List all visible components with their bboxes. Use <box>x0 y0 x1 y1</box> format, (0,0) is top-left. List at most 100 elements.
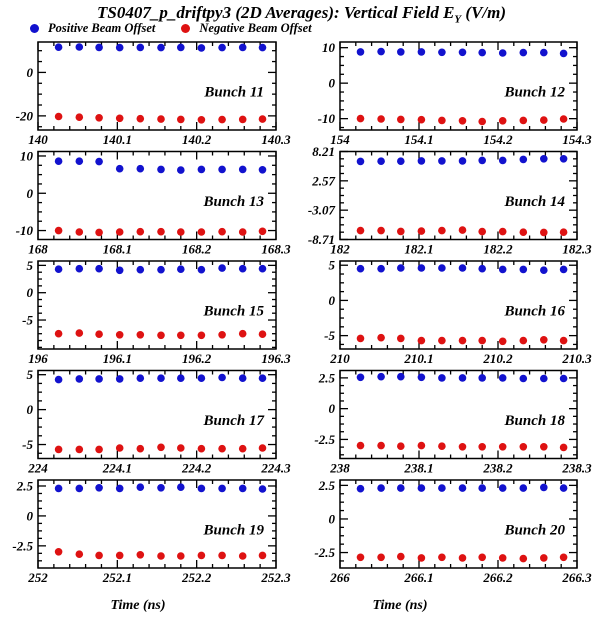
x-tick-label: 238.2 <box>482 461 513 476</box>
y-tick-label: -10 <box>318 111 336 126</box>
data-point-negative <box>519 443 528 451</box>
negative-series <box>54 226 267 237</box>
data-point-negative <box>397 115 405 124</box>
data-point-negative <box>136 331 145 339</box>
negative-series <box>54 548 267 560</box>
data-point-positive <box>95 264 103 273</box>
data-point-negative <box>157 227 165 236</box>
data-point-negative <box>54 548 63 556</box>
positive-series <box>54 483 267 493</box>
data-point-positive <box>377 484 385 492</box>
plot-frame <box>339 260 578 350</box>
title-subscript: Y <box>454 13 462 26</box>
subplot-bunch-11: Bunch 11 0 -20 140 140.1 140.2 140.3 <box>16 41 291 147</box>
data-point-positive <box>356 157 365 166</box>
data-point-positive <box>75 264 84 273</box>
y-tick-label: -8.71 <box>308 232 335 247</box>
legend-item-positive: Positive Beam Offset <box>30 21 155 36</box>
data-point-positive <box>177 374 185 383</box>
data-point-positive <box>498 484 507 492</box>
data-point-negative <box>136 551 145 559</box>
data-point-negative <box>157 331 165 340</box>
data-point-positive <box>498 265 507 274</box>
data-point-negative <box>197 551 206 560</box>
data-point-negative <box>218 115 226 124</box>
bunch-label: Bunch 12 <box>504 85 566 101</box>
data-point-positive <box>356 484 365 493</box>
x-tick-label: 154.3 <box>562 132 592 147</box>
data-point-negative <box>54 112 63 121</box>
y-tick-label: 0 <box>27 285 34 300</box>
data-point-negative <box>478 227 487 236</box>
data-point-positive <box>136 265 145 274</box>
data-point-negative <box>356 553 365 562</box>
data-point-positive <box>519 48 528 57</box>
y-tick-label: 0 <box>27 508 34 523</box>
data-point-negative <box>559 553 568 562</box>
data-point-positive <box>540 374 548 383</box>
data-point-negative <box>258 115 267 123</box>
data-point-positive <box>136 164 145 173</box>
data-point-negative <box>478 553 487 562</box>
data-point-negative <box>258 227 267 236</box>
data-point-positive <box>218 264 226 272</box>
data-point-positive <box>238 374 247 383</box>
data-point-positive <box>238 484 247 493</box>
x-axis-title-right: Time (ns) <box>372 598 428 613</box>
data-point-negative <box>417 336 426 345</box>
data-point-negative <box>177 552 185 560</box>
data-point-negative <box>238 444 247 453</box>
x-tick-label: 210.1 <box>403 351 433 366</box>
data-point-negative <box>238 115 247 124</box>
x-tick-label: 196.2 <box>182 351 212 366</box>
data-point-positive <box>397 48 405 56</box>
data-point-negative <box>397 552 405 561</box>
data-point-positive <box>197 374 206 383</box>
data-point-negative <box>458 336 467 345</box>
data-point-positive <box>438 48 446 57</box>
data-point-negative <box>197 116 206 124</box>
data-point-positive <box>54 484 63 493</box>
subplot-bunch-13: Bunch 13 10 0 -10 168 168.1 168.2 168.3 <box>16 148 291 256</box>
data-point-negative <box>438 336 446 345</box>
data-point-positive <box>377 264 385 273</box>
data-point-positive <box>417 373 426 382</box>
data-point-negative <box>95 114 103 122</box>
data-point-positive <box>478 264 487 273</box>
data-point-positive <box>258 374 267 383</box>
data-point-positive <box>478 48 487 57</box>
x-tick-label: 266 <box>329 570 350 585</box>
x-tick-label: 196 <box>28 351 48 366</box>
negative-marker-icon <box>181 24 191 33</box>
y-tick-label: 0 <box>27 186 34 201</box>
plot-frame <box>37 479 277 569</box>
negative-series <box>54 329 267 340</box>
data-point-negative <box>519 336 528 345</box>
data-point-positive <box>438 484 446 492</box>
x-tick-label: 238 <box>329 461 350 476</box>
positive-series <box>356 47 568 58</box>
data-point-negative <box>177 444 185 452</box>
data-point-negative <box>540 116 548 124</box>
page-title: TS0407_p_driftpy3 (2D Averages): Vertica… <box>0 3 603 25</box>
data-point-positive <box>54 157 63 165</box>
bunch-label: Bunch 20 <box>504 523 566 539</box>
data-point-negative <box>438 442 446 451</box>
data-point-negative <box>356 114 365 123</box>
bunch-label: Bunch 17 <box>203 413 265 429</box>
y-tick-label: -5 <box>324 328 335 343</box>
subplot-bunch-16: Bunch 16 5 0 -5 210 210.1 210.2 210.3 <box>324 258 592 366</box>
data-point-positive <box>540 266 548 275</box>
x-tick-label: 140.1 <box>103 132 132 147</box>
data-point-negative <box>377 553 385 562</box>
data-point-negative <box>54 445 63 454</box>
x-tick-label: 238.1 <box>403 461 433 476</box>
x-tick-label: 252 <box>27 570 48 585</box>
data-point-negative <box>115 228 124 236</box>
data-point-negative <box>458 554 467 562</box>
data-point-positive <box>559 484 568 492</box>
data-point-positive <box>377 372 385 381</box>
data-point-negative <box>157 443 165 452</box>
y-tick-label: -20 <box>16 108 34 123</box>
